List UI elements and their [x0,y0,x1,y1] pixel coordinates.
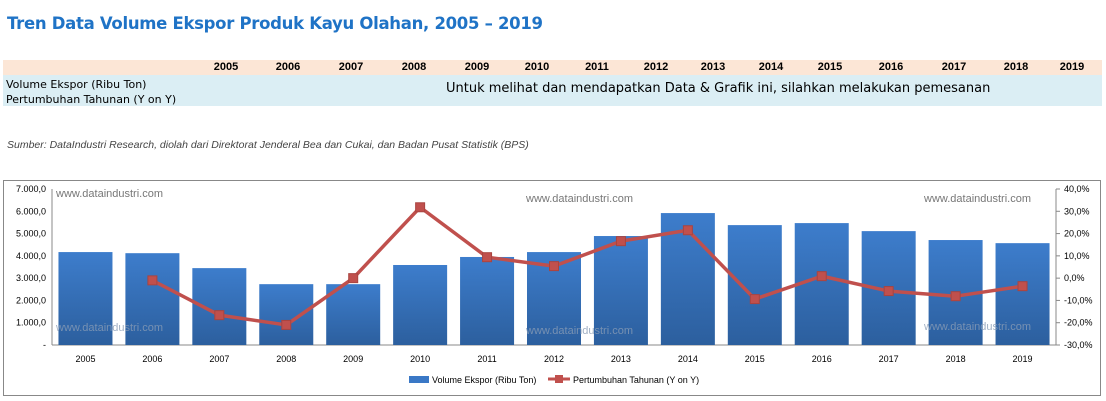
watermark: www.dataindustri.com [923,193,1031,205]
watermark: www.dataindustri.com [525,325,633,337]
bar-2008 [259,284,314,345]
x-tick-label: 2005 [75,354,95,364]
growth-marker-2011 [482,252,493,263]
growth-marker-2007 [214,310,225,321]
table-year-header: 2005 [213,61,239,73]
growth-marker-2006 [147,275,158,286]
table-year-header: 2008 [401,61,427,73]
watermark: www.dataindustri.com [55,188,163,200]
table-year-header: 2007 [338,61,364,73]
left-tick-label: 3.000,0 [16,273,46,283]
right-tick-label: -20,0% [1064,318,1093,328]
right-tick-label: 40,0% [1064,184,1090,194]
bar-2006 [125,253,180,345]
legend-bar-label: Volume Ekspor (Ribu Ton) [432,375,536,385]
growth-marker-2016 [816,271,827,282]
left-tick-label: 5.000,0 [16,229,46,239]
row-label-volume: Volume Ekspor (Ribu Ton) [6,78,147,91]
x-tick-label: 2007 [209,354,229,364]
table-year-header: 2014 [758,61,784,73]
order-notice: Untuk melihat dan mendapatkan Data & Gra… [446,81,991,96]
x-tick-label: 2006 [142,354,162,364]
left-tick-label: 7.000,0 [16,184,46,194]
combo-chart: - 1.000,0 2.000,0 3.000,0 4.000,0 5.000,0 6.00… [16,184,1093,385]
bar-2009 [326,284,381,345]
watermark: www.dataindustri.com [525,193,633,205]
right-tick-label: 20,0% [1064,229,1090,239]
x-tick-label: 2018 [946,354,966,364]
bar-2019 [995,243,1050,345]
legend-line-label: Pertumbuhan Tahunan (Y on Y) [573,375,699,385]
x-tick-label: 2016 [812,354,832,364]
growth-marker-2010 [415,202,426,213]
table-year-header: 2006 [275,61,301,73]
table-body [3,75,1102,106]
source-note: Sumber: DataIndustri Research, diolah da… [7,139,529,151]
x-tick-label: 2008 [276,354,296,364]
table-year-header: 2017 [941,61,967,73]
table-year-header: 2019 [1059,61,1085,73]
table-year-header: 2013 [700,61,726,73]
bar-2011 [460,256,515,345]
x-tick-label: 2009 [343,354,363,364]
growth-marker-2014 [682,225,693,236]
left-tick-label: - [43,340,46,350]
x-tick-label: 2019 [1013,354,1033,364]
growth-line [151,205,1023,327]
table-year-header: 2009 [464,61,490,73]
bar-2010 [393,264,448,345]
growth-marker-2018 [950,291,961,302]
growth-marker-2017 [883,286,894,297]
table-year-header: 2011 [585,61,609,73]
growth-marker-2012 [549,261,559,272]
left-tick-label: 4.000,0 [16,251,46,261]
legend-bar-swatch [409,376,429,383]
right-tick-label: 0,0% [1064,273,1085,283]
right-tick-label: -30,0% [1064,340,1093,350]
watermark: www.dataindustri.com [55,322,163,334]
x-tick-label: 2014 [678,354,698,364]
table-header-row [3,60,1102,75]
row-label-growth: Pertumbuhan Tahunan (Y on Y) [6,93,177,106]
x-tick-label: 2012 [544,354,564,364]
bar-2013 [593,236,648,345]
table-year-header: 2010 [524,61,550,73]
table-year-header: 2016 [878,61,904,73]
left-tick-label: 1.000,0 [16,318,46,328]
right-tick-label: 30,0% [1064,206,1090,216]
table-year-header: 2018 [1003,61,1029,73]
table-year-header: 2012 [643,61,669,73]
table-year-header: 2015 [817,61,843,73]
growth-marker-2008 [281,319,292,330]
growth-marker-2009 [348,273,359,284]
x-tick-label: 2010 [410,354,430,364]
bar-2015 [727,225,782,345]
right-tick-label: 10,0% [1064,251,1090,261]
growth-marker-2019 [1017,281,1028,292]
x-tick-label: 2011 [477,354,496,364]
right-tick-label: -10,0% [1064,295,1093,305]
page-title: Tren Data Volume Ekspor Produk Kayu Olah… [7,14,543,33]
x-tick-label: 2015 [745,354,765,364]
x-tick-label: 2017 [879,354,899,364]
x-tick-label: 2013 [611,354,631,364]
growth-marker-2013 [615,236,626,247]
watermark: www.dataindustri.com [923,321,1031,333]
left-tick-label: 2.000,0 [16,295,46,305]
chart-frame [3,180,1101,396]
growth-marker-2015 [749,294,760,305]
bar-2005 [58,252,113,345]
left-tick-label: 6.000,0 [16,206,46,216]
legend-line-marker [555,375,563,383]
